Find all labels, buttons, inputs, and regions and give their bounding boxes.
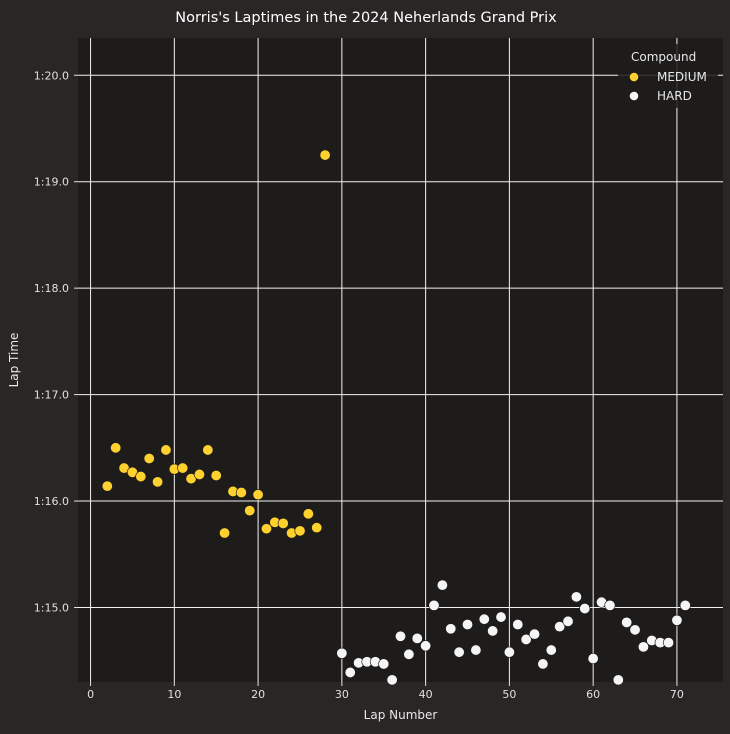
legend-marker-hard — [629, 91, 639, 101]
data-point-hard — [344, 666, 356, 678]
y-tick-label: 1:17.0 — [34, 389, 69, 402]
data-point-medium — [193, 468, 205, 480]
data-point-medium — [210, 469, 222, 481]
y-tick-label: 1:15.0 — [34, 601, 69, 614]
x-tick-label: 20 — [251, 688, 265, 701]
data-point-hard — [478, 613, 490, 625]
x-tick-label: 70 — [670, 688, 684, 701]
data-point-medium — [152, 476, 164, 488]
data-point-medium — [177, 462, 189, 474]
data-point-hard — [487, 625, 499, 637]
data-point-hard — [579, 603, 591, 615]
data-point-hard — [562, 615, 574, 627]
y-tick-label: 1:18.0 — [34, 282, 69, 295]
data-point-hard — [629, 624, 641, 636]
data-point-medium — [294, 525, 306, 537]
data-point-medium — [160, 444, 172, 456]
x-tick-label: 40 — [419, 688, 433, 701]
y-tick-label: 1:20.0 — [34, 69, 69, 82]
data-point-medium — [135, 471, 147, 483]
data-point-hard — [570, 591, 582, 603]
data-point-hard — [336, 647, 348, 659]
x-tick-label: 30 — [335, 688, 349, 701]
data-point-hard — [545, 644, 557, 656]
data-point-hard — [394, 630, 406, 642]
x-axis-label: Lap Number — [364, 708, 438, 722]
axis-ticks: 0 10 20 30 40 50 60 70 1:15.0 1:16.0 1:17.0 1:18.0 1… — [34, 69, 684, 701]
data-point-hard — [495, 611, 507, 623]
data-point-medium — [219, 527, 231, 539]
data-point-hard — [612, 674, 624, 686]
data-point-hard — [637, 641, 649, 653]
data-point-hard — [403, 648, 415, 660]
chart-title: Norris's Laptimes in the 2024 Neherlands… — [175, 10, 557, 26]
data-point-medium — [252, 489, 264, 501]
plot-area — [78, 38, 723, 682]
data-point-hard — [529, 628, 541, 640]
data-point-medium — [244, 505, 256, 517]
legend: Compound MEDIUM HARD — [618, 44, 718, 108]
x-tick-label: 50 — [502, 688, 516, 701]
x-tick-label: 60 — [586, 688, 600, 701]
data-point-hard — [554, 621, 566, 633]
x-tick-label: 0 — [87, 688, 94, 701]
data-point-hard — [587, 653, 599, 665]
data-point-hard — [503, 646, 515, 658]
data-point-medium — [319, 149, 331, 161]
y-tick-label: 1:16.0 — [34, 495, 69, 508]
legend-label-hard: HARD — [657, 89, 692, 103]
data-point-hard — [663, 637, 675, 649]
data-point-hard — [436, 579, 448, 591]
data-point-hard — [386, 674, 398, 686]
data-point-hard — [621, 616, 633, 628]
data-point-medium — [235, 487, 247, 499]
legend-label-medium: MEDIUM — [657, 70, 707, 84]
data-point-medium — [302, 508, 314, 520]
y-axis-label: Lap Time — [7, 333, 21, 388]
data-point-medium — [202, 444, 214, 456]
x-tick-label: 10 — [167, 688, 181, 701]
data-point-hard — [520, 633, 532, 645]
data-point-medium — [277, 517, 289, 529]
data-point-hard — [453, 646, 465, 658]
data-point-hard — [428, 599, 440, 611]
legend-marker-medium — [629, 72, 639, 82]
data-point-hard — [671, 614, 683, 626]
data-point-hard — [470, 644, 482, 656]
data-point-hard — [604, 599, 616, 611]
data-point-hard — [679, 599, 691, 611]
legend-title: Compound — [631, 50, 696, 64]
data-point-hard — [462, 619, 474, 631]
data-point-hard — [512, 619, 524, 631]
data-point-hard — [378, 658, 390, 670]
data-point-hard — [537, 658, 549, 670]
data-points — [101, 149, 691, 686]
data-point-hard — [411, 632, 423, 644]
data-point-medium — [311, 522, 323, 534]
data-point-medium — [143, 452, 155, 464]
data-point-hard — [445, 623, 457, 635]
data-point-medium — [110, 442, 122, 454]
y-tick-label: 1:19.0 — [34, 176, 69, 189]
data-point-hard — [420, 640, 432, 652]
data-point-medium — [101, 480, 113, 492]
data-point-medium — [260, 523, 272, 535]
grid-lines — [78, 38, 723, 682]
